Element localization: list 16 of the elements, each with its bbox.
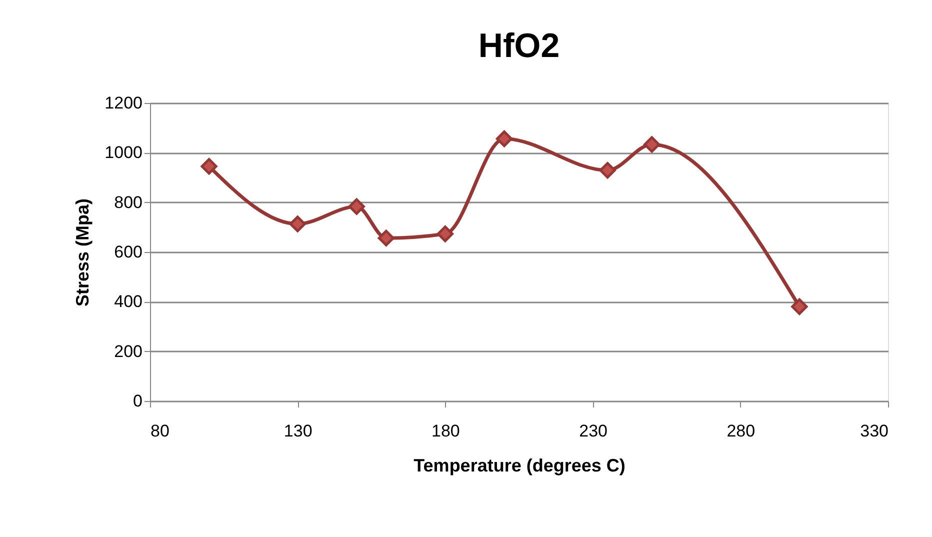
x-tick-label: 280: [726, 422, 756, 440]
x-tick-label: 80: [150, 422, 170, 440]
x-tick-label: 130: [284, 422, 312, 440]
x-axis-title: Temperature (degrees C): [414, 456, 626, 476]
y-tick-label: 600: [114, 242, 142, 262]
y-tick-label: 200: [114, 342, 142, 361]
y-tick-label: 400: [114, 292, 142, 312]
x-tick-label: 230: [579, 422, 608, 440]
y-axis-title: Stress (Mpa): [72, 198, 93, 307]
y-tick-label: 1200: [104, 94, 142, 112]
y-tick-label: 0: [133, 392, 142, 410]
chart-title: HfO2: [478, 27, 560, 65]
x-tick-label: 180: [432, 422, 460, 440]
y-tick-label: 800: [114, 192, 142, 212]
y-tick-label: 1000: [104, 143, 142, 162]
x-tick-label: 330: [860, 422, 888, 440]
